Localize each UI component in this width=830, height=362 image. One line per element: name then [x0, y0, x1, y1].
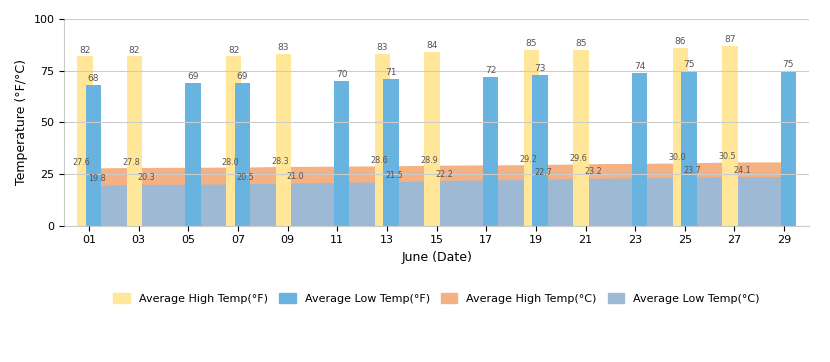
Bar: [235, 83, 250, 226]
Bar: [681, 71, 697, 226]
Text: 29.2: 29.2: [520, 155, 537, 164]
Text: 22.7: 22.7: [535, 168, 552, 177]
Text: 75: 75: [683, 60, 695, 69]
Y-axis label: Temperature (°F/°C): Temperature (°F/°C): [15, 59, 28, 185]
Text: 22.2: 22.2: [435, 169, 453, 178]
Bar: [77, 56, 93, 226]
Text: 29.6: 29.6: [569, 154, 587, 163]
Bar: [127, 56, 142, 226]
Bar: [226, 56, 242, 226]
Text: 73: 73: [535, 64, 546, 73]
Text: 30.5: 30.5: [718, 152, 736, 161]
Bar: [780, 71, 796, 226]
Text: 70: 70: [336, 70, 348, 79]
Text: 85: 85: [575, 39, 587, 49]
Text: 23.7: 23.7: [683, 167, 701, 176]
Bar: [632, 73, 647, 226]
Text: 75: 75: [783, 60, 794, 69]
Text: 69: 69: [187, 72, 198, 81]
Text: 21.0: 21.0: [286, 172, 304, 181]
Text: 28.0: 28.0: [222, 157, 239, 167]
Bar: [276, 54, 291, 226]
Bar: [574, 50, 589, 226]
Bar: [185, 83, 201, 226]
Text: 21.5: 21.5: [385, 171, 403, 180]
Bar: [85, 85, 101, 226]
Bar: [524, 50, 540, 226]
Text: 83: 83: [277, 43, 289, 52]
Text: 83: 83: [377, 43, 388, 52]
Text: 71: 71: [386, 68, 397, 77]
Text: 28.3: 28.3: [271, 157, 289, 166]
Text: 28.6: 28.6: [371, 156, 388, 165]
Bar: [375, 54, 390, 226]
Legend: Average High Temp(°F), Average Low Temp(°F), Average High Temp(°C), Average Low : Average High Temp(°F), Average Low Temp(…: [109, 289, 764, 309]
Bar: [483, 77, 498, 226]
Text: 82: 82: [228, 46, 239, 55]
Bar: [722, 46, 738, 226]
Text: 82: 82: [79, 46, 90, 55]
Text: 72: 72: [485, 66, 496, 75]
Text: 23.2: 23.2: [584, 168, 602, 176]
Text: 19.8: 19.8: [88, 174, 105, 184]
Text: 74: 74: [634, 62, 645, 71]
Text: 87: 87: [725, 35, 736, 44]
Bar: [334, 81, 349, 226]
Text: 68: 68: [88, 75, 100, 84]
Text: 30.0: 30.0: [669, 153, 686, 163]
Text: 20.5: 20.5: [237, 173, 254, 182]
Bar: [383, 79, 399, 226]
Text: 85: 85: [525, 39, 537, 49]
Text: 86: 86: [675, 37, 686, 46]
Text: 82: 82: [129, 46, 140, 55]
Text: 27.6: 27.6: [73, 158, 90, 167]
Bar: [424, 52, 440, 226]
Text: 24.1: 24.1: [733, 165, 750, 174]
Text: 20.3: 20.3: [138, 173, 155, 182]
Text: 69: 69: [237, 72, 248, 81]
Text: 28.9: 28.9: [420, 156, 438, 165]
X-axis label: June (Date): June (Date): [401, 251, 472, 264]
Bar: [532, 75, 548, 226]
Text: 27.8: 27.8: [122, 158, 140, 167]
Text: 84: 84: [427, 41, 438, 50]
Bar: [672, 48, 688, 226]
